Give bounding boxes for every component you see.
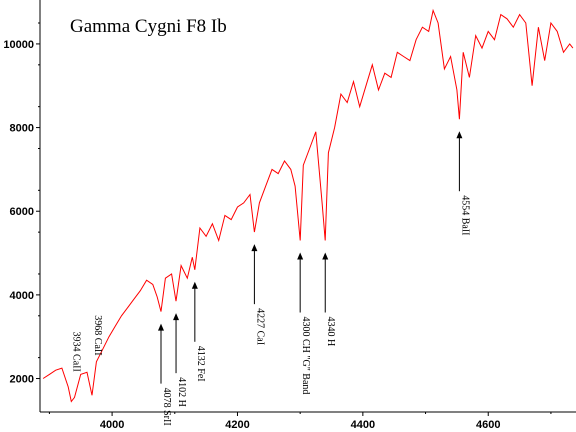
annotation-label: 4300 CH "G" Band: [300, 317, 311, 395]
annotation-arrowhead: [251, 244, 258, 252]
x-tick-label: 4600: [476, 419, 500, 431]
x-tick-label: 4400: [351, 419, 375, 431]
annotation-label: 3934 CaII: [71, 332, 82, 372]
x-tick-label: 4200: [225, 419, 249, 431]
annotation-arrowhead: [173, 313, 180, 321]
y-tick-label: 2000: [10, 374, 34, 386]
annotation-label: 4078 SrII: [161, 388, 172, 426]
y-tick-label: 6000: [10, 206, 34, 218]
annotation-arrowhead: [297, 252, 304, 260]
annotation-arrowhead: [157, 323, 164, 331]
x-tick-label: 4000: [100, 419, 124, 431]
annotation-arrowhead: [456, 131, 463, 139]
spectrum-series-line: [42, 8, 574, 403]
y-tick-label: 4000: [10, 290, 34, 302]
annotation-label: 4554 BaII: [459, 195, 470, 235]
annotation-arrowhead: [322, 252, 329, 260]
annotation-label: 4340 H: [325, 317, 336, 347]
y-tick-label: 10000: [3, 39, 34, 51]
plot-area: 2000 4000 6000 8000 10000 4000 4200 4400 4600 393…: [3, 0, 576, 431]
annotation-label: 4132 FeI: [195, 346, 206, 382]
annotation-arrowhead: [191, 281, 198, 289]
annotation-label: 4102 H: [176, 377, 187, 407]
y-tick-label: 8000: [10, 123, 34, 135]
annotation-label: 3968 CaII: [92, 315, 103, 355]
annotation-label: 4227 CaI: [254, 308, 265, 345]
chart-title: Gamma Cygni F8 Ib: [70, 16, 227, 37]
